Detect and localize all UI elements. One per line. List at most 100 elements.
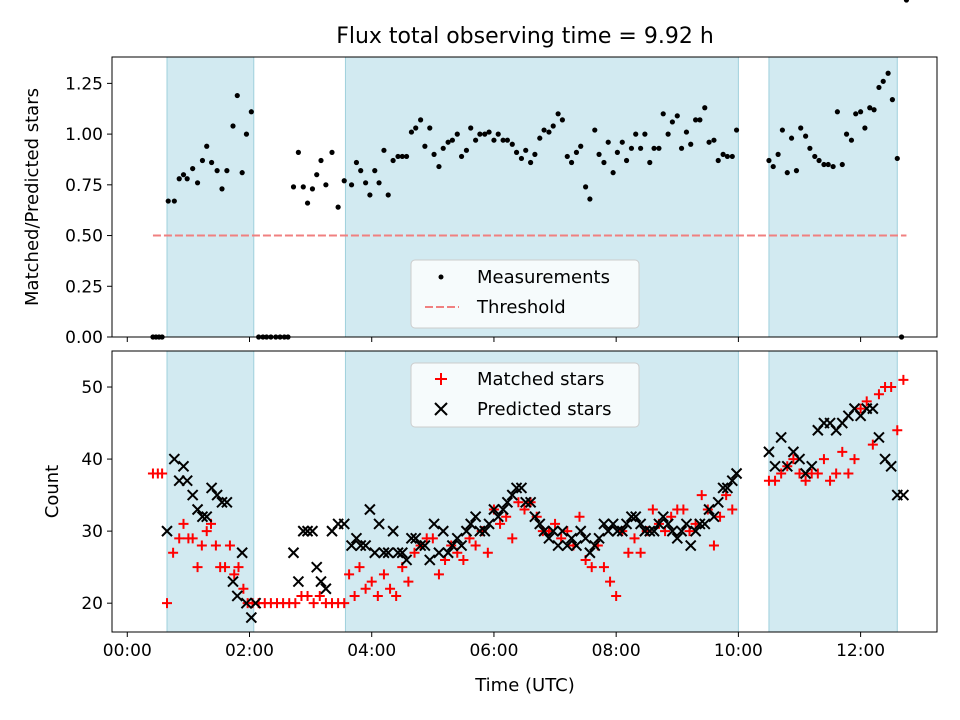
measurement-point (669, 119, 675, 125)
measurement-point (194, 180, 201, 186)
predicted-star-point (510, 482, 523, 494)
measurement-point (214, 168, 220, 174)
predicted-star-point (161, 525, 173, 537)
matched-star-point (898, 374, 909, 385)
predicted-star-point (350, 532, 363, 545)
predicted-star-point (396, 547, 408, 559)
x-tick-label: 10:00 (714, 641, 763, 661)
measurement-point (309, 186, 316, 192)
matched-star-point (233, 562, 244, 573)
measurement-point (715, 157, 721, 164)
measurement-point (190, 165, 196, 172)
matched-star-point (344, 569, 355, 580)
matched-star-point (378, 569, 389, 580)
matched-star-point (366, 576, 377, 587)
measurement-point (418, 117, 424, 123)
predicted-star-point (211, 489, 223, 501)
time-x-axis: 00:00 02:00 04:00 06:00 08:00 10:00 12:00 (103, 632, 885, 661)
predicted-star-point (497, 503, 509, 516)
measurement-point (894, 155, 900, 162)
matched-star-point (495, 518, 506, 529)
predicted-star-point (483, 518, 495, 530)
matched-star-point (831, 468, 842, 479)
measurement-point (573, 149, 580, 155)
matched-star-point (224, 540, 235, 551)
measurement-point (843, 131, 850, 137)
measurement-point (642, 131, 648, 137)
predicted-star-point (297, 525, 309, 537)
predicted-star-point (306, 525, 319, 537)
matched-star-point (162, 598, 172, 609)
ratio-y-axis: 0.00 0.25 0.50 0.75 1.00 1.25 (65, 74, 112, 348)
y-tick-label: 0.75 (65, 176, 103, 196)
predicted-star-point (598, 518, 610, 530)
predicted-star-point (666, 525, 679, 537)
predicted-star-point (419, 539, 431, 552)
measurement-point (697, 117, 703, 123)
predicted-star-point (885, 460, 897, 472)
predicted-stars-legend-marker (434, 402, 448, 416)
measurement-point (523, 147, 529, 153)
measurement-point (766, 157, 772, 164)
predicted-star-point (320, 583, 332, 595)
ratio-axes-frame (111, 56, 938, 338)
x-tick-label: 08:00 (592, 641, 641, 661)
predicted-star-point (196, 511, 209, 523)
measurement-point (239, 170, 245, 176)
measurement-point (614, 149, 620, 155)
matched-star-point (708, 540, 719, 551)
measurement-point (587, 196, 593, 202)
matched-star-point (220, 562, 231, 573)
measurement-point (779, 127, 785, 133)
measurement-point (468, 125, 474, 131)
predicted-star-point (579, 532, 592, 545)
measurement-point (903, 0, 910, 3)
predicted-star-point (236, 547, 248, 559)
matched-star-point (308, 598, 319, 609)
matched-star-point (513, 497, 524, 508)
predicted-star-point (712, 496, 724, 509)
predicted-star-point (708, 511, 720, 523)
matched-star-point (201, 526, 212, 537)
measurement-point (318, 157, 324, 164)
predicted-star-point (410, 532, 422, 545)
measurement-point (812, 153, 818, 160)
measurement-point (885, 70, 891, 76)
observing-window (768, 56, 898, 338)
measurement-point (300, 184, 306, 190)
matched-star-point (770, 475, 781, 486)
measurement-point (825, 161, 831, 168)
predicted-star-point (205, 482, 218, 494)
measurement-point (440, 145, 446, 151)
predicted-star-point (437, 525, 449, 537)
measurement-point (385, 192, 391, 198)
predicted-star-point (873, 431, 885, 444)
matched-star-point (178, 518, 189, 529)
measurement-point (224, 168, 230, 174)
predicted-star-point (634, 518, 647, 530)
x-tick-label: 12:00 (836, 641, 885, 661)
predicted-star-point (675, 525, 688, 537)
measurement-point (329, 149, 335, 155)
measurement-point (858, 109, 864, 115)
x-tick-label: 00:00 (103, 641, 152, 661)
measurement-point (491, 137, 497, 143)
y-tick-label: 40 (81, 450, 103, 470)
matched-star-point (168, 547, 179, 558)
measurement-point (839, 161, 845, 168)
ratio-y-axis-label: Matched/Predicted stars (22, 88, 43, 306)
measurement-point (427, 125, 433, 131)
predicted-star-point (689, 525, 702, 537)
observing-window (166, 56, 255, 338)
matched-star-point (867, 439, 878, 450)
predicted-star-point (355, 539, 367, 552)
predicted-star-point (177, 460, 190, 472)
predicted-star-point (520, 496, 532, 509)
predicted-star-point (168, 453, 181, 465)
measurement-point (564, 153, 570, 160)
predicted-star-point (338, 518, 350, 530)
matched-star-point (290, 598, 301, 609)
predicted-star-point (515, 482, 528, 494)
predicted-star-point (227, 575, 239, 588)
measurement-point (651, 145, 657, 151)
